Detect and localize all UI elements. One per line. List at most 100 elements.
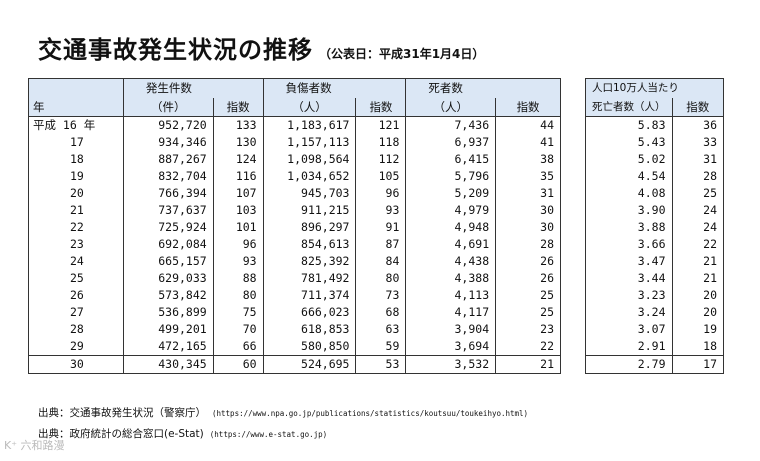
title-text: 交通事故発生状況の推移 <box>38 36 313 64</box>
cell-injured-index: 59 <box>355 338 407 356</box>
cell-year: 21 <box>28 202 124 219</box>
cell-year: 28 <box>28 321 124 338</box>
cell-occurrences-index: 70 <box>212 321 264 338</box>
source-npa-label: 出典：交通事故発生状況（警察庁） <box>38 407 206 419</box>
publish-date: （公表日：平成31年1月4日） <box>319 47 485 61</box>
header-occurrences-unit: （件） <box>122 98 214 117</box>
cell-year: 29 <box>28 338 124 356</box>
cell-deaths: 4,113 <box>405 287 497 304</box>
header-index: 指数 <box>355 98 407 117</box>
cell-per100k-index: 22 <box>671 236 724 253</box>
cell-per100k-deaths: 3.24 <box>585 304 673 321</box>
cell-per100k-index: 21 <box>671 270 724 287</box>
cell-deaths-index: 22 <box>495 338 561 356</box>
source-estat-url[interactable]: (https://www.e-stat.go.jp) <box>209 430 328 439</box>
source-npa: 出典：交通事故発生状況（警察庁） (https://www.npa.go.jp/p… <box>38 405 528 420</box>
cell-occurrences-index: 116 <box>212 168 264 185</box>
cell-occurrences-index: 80 <box>212 287 264 304</box>
cell-per100k-deaths: 4.08 <box>585 185 673 202</box>
cell-occurrences: 725,924 <box>122 219 214 236</box>
cell-occurrences: 573,842 <box>122 287 214 304</box>
table-row: 20 766,394 107 945,703 96 5,209 31 <box>28 185 561 202</box>
cell-occurrences-index: 107 <box>212 185 264 202</box>
cell-injured-index: 112 <box>355 151 407 168</box>
cell-occurrences-index: 103 <box>212 202 264 219</box>
cell-deaths-index: 25 <box>495 304 561 321</box>
cell-occurrences: 952,720 <box>122 116 214 134</box>
cell-per100k-index: 33 <box>671 134 724 151</box>
cell-per100k-index: 20 <box>671 304 724 321</box>
cell-injured: 911,215 <box>262 202 357 219</box>
cell-year: 平成 16 年 <box>28 116 124 134</box>
table-row: 3.23 20 <box>585 287 724 304</box>
cell-year: 18 <box>28 151 124 168</box>
table-row: 3.44 21 <box>585 270 724 287</box>
cell-year: 27 <box>28 304 124 321</box>
cell-per100k-deaths: 3.88 <box>585 219 673 236</box>
cell-per100k-deaths: 3.44 <box>585 270 673 287</box>
cell-per100k-index: 17 <box>671 355 724 374</box>
cell-occurrences: 629,033 <box>122 270 214 287</box>
cell-deaths-index: 44 <box>495 116 561 134</box>
cell-injured-index: 73 <box>355 287 407 304</box>
cell-per100k-index: 19 <box>671 321 724 338</box>
cell-per100k-deaths: 4.54 <box>585 168 673 185</box>
cell-per100k-index: 18 <box>671 338 724 356</box>
cell-injured-index: 53 <box>355 355 407 374</box>
cell-occurrences: 832,704 <box>122 168 214 185</box>
table-row: 26 573,842 80 711,374 73 4,113 25 <box>28 287 561 304</box>
header-empty <box>28 78 124 98</box>
cell-injured-index: 84 <box>355 253 407 270</box>
cell-injured: 666,023 <box>262 304 357 321</box>
cell-injured: 1,183,617 <box>262 116 357 134</box>
table-row: 3.07 19 <box>585 321 724 338</box>
cell-deaths: 4,438 <box>405 253 497 270</box>
cell-injured-index: 118 <box>355 134 407 151</box>
cell-occurrences: 499,201 <box>122 321 214 338</box>
cell-deaths-index: 21 <box>495 355 561 374</box>
cell-injured: 781,492 <box>262 270 357 287</box>
cell-per100k-deaths: 5.43 <box>585 134 673 151</box>
header-index: 指数 <box>671 98 724 117</box>
table-row: 23 692,084 96 854,613 87 4,691 28 <box>28 236 561 253</box>
source-npa-url[interactable]: (https://www.npa.go.jp/publications/stat… <box>212 409 529 418</box>
table-row: 30 430,345 60 524,695 53 3,532 21 <box>28 355 561 374</box>
cell-occurrences-index: 88 <box>212 270 264 287</box>
cell-occurrences-index: 66 <box>212 338 264 356</box>
cell-year: 22 <box>28 219 124 236</box>
header-injured: 負傷者数 <box>262 78 407 98</box>
cell-deaths-index: 26 <box>495 270 561 287</box>
cell-injured: 825,392 <box>262 253 357 270</box>
cell-per100k-deaths: 3.07 <box>585 321 673 338</box>
cell-injured-index: 63 <box>355 321 407 338</box>
cell-per100k-deaths: 3.23 <box>585 287 673 304</box>
cell-occurrences: 737,637 <box>122 202 214 219</box>
cell-occurrences-index: 124 <box>212 151 264 168</box>
cell-injured: 524,695 <box>262 355 357 374</box>
cell-injured: 1,034,652 <box>262 168 357 185</box>
cell-deaths-index: 28 <box>495 236 561 253</box>
cell-occurrences-index: 96 <box>212 236 264 253</box>
cell-per100k-index: 20 <box>671 287 724 304</box>
cell-deaths: 6,415 <box>405 151 497 168</box>
cell-occurrences-index: 60 <box>212 355 264 374</box>
cell-per100k-deaths: 2.79 <box>585 355 673 374</box>
cell-year: 23 <box>28 236 124 253</box>
table-row: 3.88 24 <box>585 219 724 236</box>
table-row: 24 665,157 93 825,392 84 4,438 26 <box>28 253 561 270</box>
cell-occurrences: 934,346 <box>122 134 214 151</box>
cell-per100k-deaths: 3.47 <box>585 253 673 270</box>
table-row: 4.54 28 <box>585 168 724 185</box>
cell-occurrences-index: 133 <box>212 116 264 134</box>
cell-deaths-index: 35 <box>495 168 561 185</box>
cell-injured-index: 96 <box>355 185 407 202</box>
source-estat: 出典：政府統計の総合窓口(e-Stat) (https://www.e-stat.… <box>38 426 327 441</box>
cell-per100k-index: 31 <box>671 151 724 168</box>
header-deaths: 死者数 <box>405 78 561 98</box>
cell-per100k-deaths: 2.91 <box>585 338 673 356</box>
cell-deaths-index: 30 <box>495 219 561 236</box>
cell-injured: 945,703 <box>262 185 357 202</box>
cell-deaths: 3,694 <box>405 338 497 356</box>
table-row: 3.66 22 <box>585 236 724 253</box>
cell-deaths: 4,948 <box>405 219 497 236</box>
